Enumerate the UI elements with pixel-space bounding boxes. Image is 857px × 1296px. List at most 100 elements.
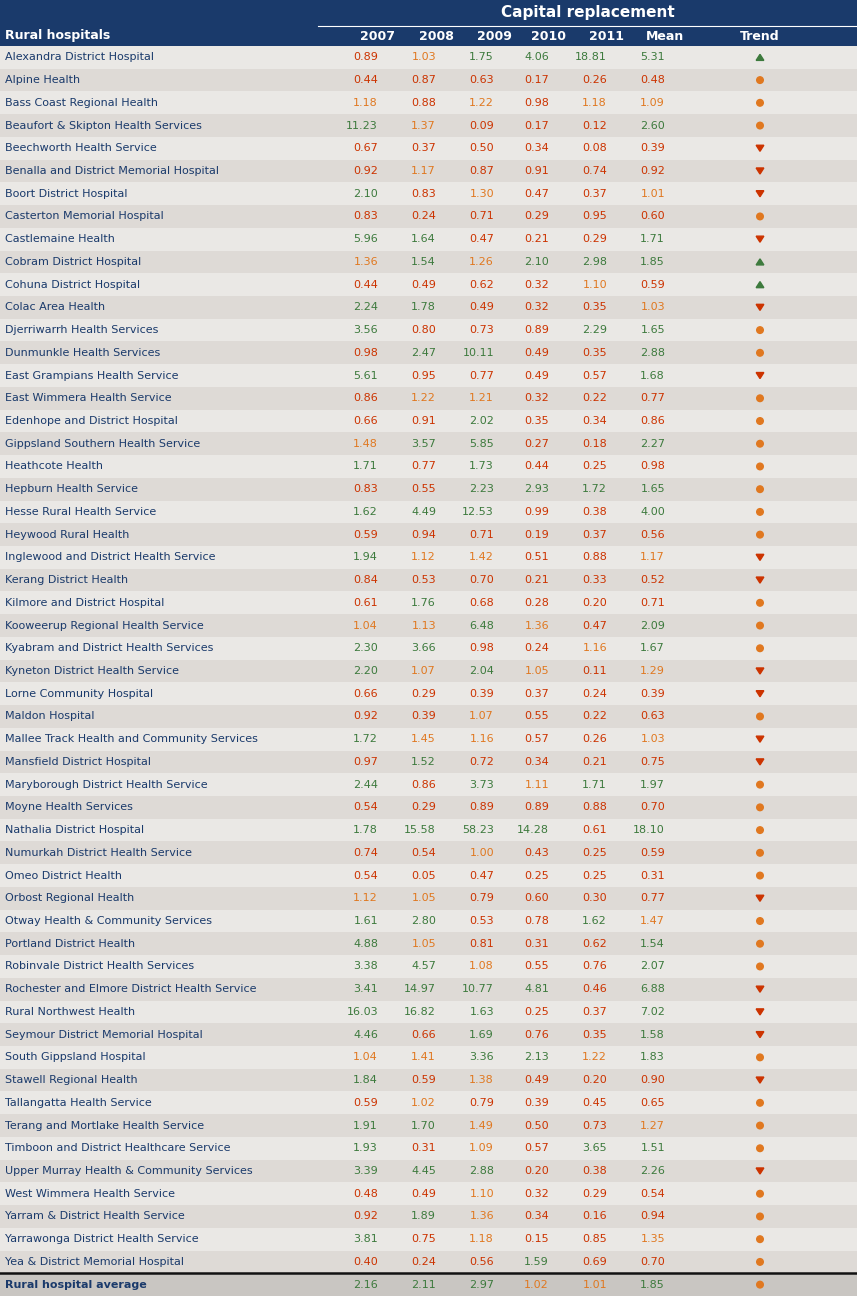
Text: 0.78: 0.78	[524, 916, 549, 927]
Text: 0.49: 0.49	[524, 347, 549, 358]
Text: 0.98: 0.98	[469, 643, 494, 653]
Text: 1.07: 1.07	[411, 666, 436, 677]
Text: 0.44: 0.44	[524, 461, 549, 472]
Text: 0.32: 0.32	[524, 393, 549, 403]
Polygon shape	[756, 555, 764, 560]
Text: 0.71: 0.71	[470, 211, 494, 222]
Text: 0.21: 0.21	[524, 575, 549, 584]
Text: Nathalia District Hospital: Nathalia District Hospital	[5, 826, 144, 835]
Text: 0.34: 0.34	[524, 144, 549, 153]
Text: 0.70: 0.70	[640, 802, 665, 813]
Text: 0.91: 0.91	[411, 416, 436, 426]
Bar	[0, 205, 857, 228]
Bar	[0, 273, 857, 295]
Text: 0.98: 0.98	[353, 347, 378, 358]
Bar	[0, 1069, 857, 1091]
Circle shape	[757, 872, 764, 879]
Text: Beaufort & Skipton Health Services: Beaufort & Skipton Health Services	[5, 121, 202, 131]
Text: 14.97: 14.97	[404, 984, 436, 994]
Text: 0.94: 0.94	[640, 1212, 665, 1221]
Text: 2.20: 2.20	[353, 666, 378, 677]
Text: 0.29: 0.29	[411, 688, 436, 699]
Text: Inglewood and District Health Service: Inglewood and District Health Service	[5, 552, 215, 562]
Text: 0.27: 0.27	[524, 439, 549, 448]
Polygon shape	[756, 1032, 764, 1038]
Bar	[0, 1160, 857, 1182]
Text: 0.73: 0.73	[582, 1121, 607, 1130]
Text: 1.36: 1.36	[353, 257, 378, 267]
Circle shape	[757, 508, 764, 516]
Text: 0.22: 0.22	[582, 712, 607, 722]
Text: 0.49: 0.49	[411, 1188, 436, 1199]
Text: 0.86: 0.86	[411, 780, 436, 789]
Circle shape	[757, 1191, 764, 1198]
Text: Kilmore and District Hospital: Kilmore and District Hospital	[5, 597, 165, 608]
Text: 18.10: 18.10	[633, 826, 665, 835]
Text: 4.06: 4.06	[524, 52, 549, 62]
Text: 0.24: 0.24	[582, 688, 607, 699]
Text: 1.71: 1.71	[640, 235, 665, 244]
Text: 0.17: 0.17	[524, 75, 549, 86]
Text: East Wimmera Health Service: East Wimmera Health Service	[5, 393, 171, 403]
Text: 4.88: 4.88	[353, 938, 378, 949]
Text: Stawell Regional Health: Stawell Regional Health	[5, 1076, 138, 1085]
Text: Heywood Rural Health: Heywood Rural Health	[5, 530, 129, 539]
Text: 1.04: 1.04	[353, 621, 378, 631]
Text: 0.70: 0.70	[640, 1257, 665, 1267]
Text: 0.35: 0.35	[583, 302, 607, 312]
Text: 1.67: 1.67	[640, 643, 665, 653]
Text: 0.67: 0.67	[353, 144, 378, 153]
Circle shape	[757, 713, 764, 719]
Text: 0.25: 0.25	[582, 848, 607, 858]
Text: 0.53: 0.53	[411, 575, 436, 584]
Text: Capital replacement: Capital replacement	[500, 5, 674, 21]
Bar	[0, 524, 857, 546]
Text: 0.35: 0.35	[524, 416, 549, 426]
Bar	[0, 886, 857, 910]
Text: 0.88: 0.88	[582, 552, 607, 562]
Bar	[0, 819, 857, 841]
Text: 1.03: 1.03	[640, 734, 665, 744]
Text: 0.43: 0.43	[524, 848, 549, 858]
Text: 1.02: 1.02	[524, 1279, 549, 1290]
Text: 0.60: 0.60	[524, 893, 549, 903]
Text: 0.63: 0.63	[640, 712, 665, 722]
Polygon shape	[756, 759, 764, 765]
Text: 0.99: 0.99	[524, 507, 549, 517]
Text: 1.85: 1.85	[640, 1279, 665, 1290]
Text: 2.23: 2.23	[469, 485, 494, 494]
Text: Omeo District Health: Omeo District Health	[5, 871, 122, 880]
Text: East Grampians Health Service: East Grampians Health Service	[5, 371, 178, 381]
Polygon shape	[756, 577, 764, 583]
Text: 0.25: 0.25	[582, 871, 607, 880]
Text: 0.12: 0.12	[582, 121, 607, 131]
Bar	[0, 478, 857, 500]
Circle shape	[757, 918, 764, 924]
Text: 0.89: 0.89	[469, 802, 494, 813]
Text: 0.52: 0.52	[640, 575, 665, 584]
Text: 2.93: 2.93	[524, 485, 549, 494]
Bar	[0, 388, 857, 410]
Text: 1.22: 1.22	[582, 1052, 607, 1063]
Text: 0.72: 0.72	[469, 757, 494, 767]
Text: 0.49: 0.49	[524, 1076, 549, 1085]
Text: 1.16: 1.16	[470, 734, 494, 744]
Bar	[0, 45, 857, 69]
Text: 1.97: 1.97	[640, 780, 665, 789]
Text: 1.58: 1.58	[640, 1029, 665, 1039]
Text: 0.79: 0.79	[469, 1098, 494, 1108]
Text: 3.38: 3.38	[353, 962, 378, 972]
Bar	[0, 1091, 857, 1115]
Circle shape	[757, 645, 764, 652]
Text: Alexandra District Hospital: Alexandra District Hospital	[5, 52, 154, 62]
Polygon shape	[756, 667, 764, 674]
Text: Castlemaine Health: Castlemaine Health	[5, 235, 115, 244]
Text: Mean: Mean	[646, 30, 684, 43]
Text: Gippsland Southern Health Service: Gippsland Southern Health Service	[5, 439, 201, 448]
Text: 0.66: 0.66	[353, 416, 378, 426]
Circle shape	[757, 531, 764, 538]
Bar	[0, 159, 857, 183]
Text: 3.41: 3.41	[353, 984, 378, 994]
Bar	[0, 0, 857, 26]
Text: 1.48: 1.48	[353, 439, 378, 448]
